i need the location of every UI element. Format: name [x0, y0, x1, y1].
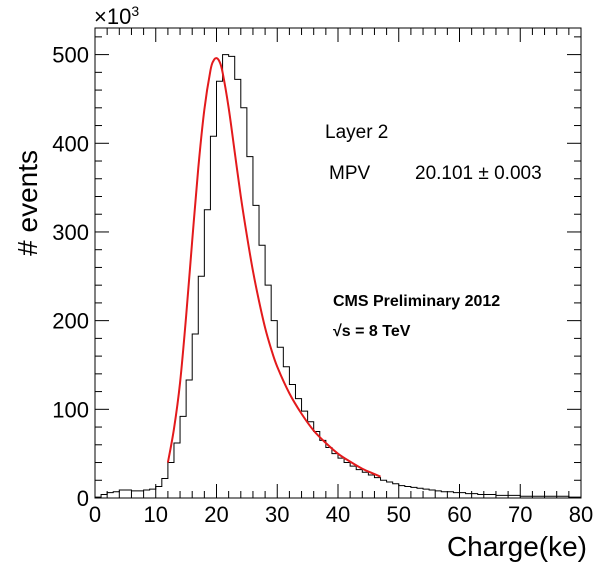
- x-tick-label: 60: [447, 502, 471, 527]
- y-multiplier-base: ×10: [94, 4, 131, 29]
- x-tick-label: 70: [508, 502, 532, 527]
- y-tick-label: 300: [52, 220, 89, 245]
- cms-preliminary-label: CMS Preliminary 2012: [333, 293, 500, 310]
- x-axis-title: Charge(ke): [447, 531, 587, 562]
- y-tick-label: 100: [52, 397, 89, 422]
- y-tick-labels: 0 100 200 300 400 500: [52, 43, 89, 511]
- energy-label: √s = 8 TeV: [333, 323, 411, 340]
- mpv-label: MPV: [329, 163, 371, 184]
- x-tick-label: 80: [569, 502, 593, 527]
- y-tick-label: 0: [77, 486, 89, 511]
- x-tick-label: 10: [144, 502, 168, 527]
- y-tick-label: 400: [52, 131, 89, 156]
- x-tick-label: 50: [387, 502, 411, 527]
- axis-ticks: [94, 28, 582, 499]
- x-tick-label: 20: [204, 502, 228, 527]
- y-tick-label: 200: [52, 309, 89, 334]
- y-multiplier: ×103: [94, 3, 139, 29]
- layer-label: Layer 2: [325, 122, 388, 143]
- y-multiplier-exponent: 3: [131, 3, 139, 19]
- x-tick-labels: 0 10 20 30 40 50 60 70 80: [89, 502, 593, 527]
- x-tick-label: 30: [265, 502, 289, 527]
- fit-curve: [166, 57, 381, 478]
- x-tick-label: 0: [89, 502, 101, 527]
- x-tick-label: 40: [326, 502, 350, 527]
- mpv-value: 20.101 ± 0.003: [415, 163, 542, 184]
- y-axis-title: # events: [12, 150, 43, 256]
- histogram-series: [94, 54, 582, 498]
- y-tick-label: 500: [52, 43, 89, 68]
- plot-frame: [94, 27, 582, 499]
